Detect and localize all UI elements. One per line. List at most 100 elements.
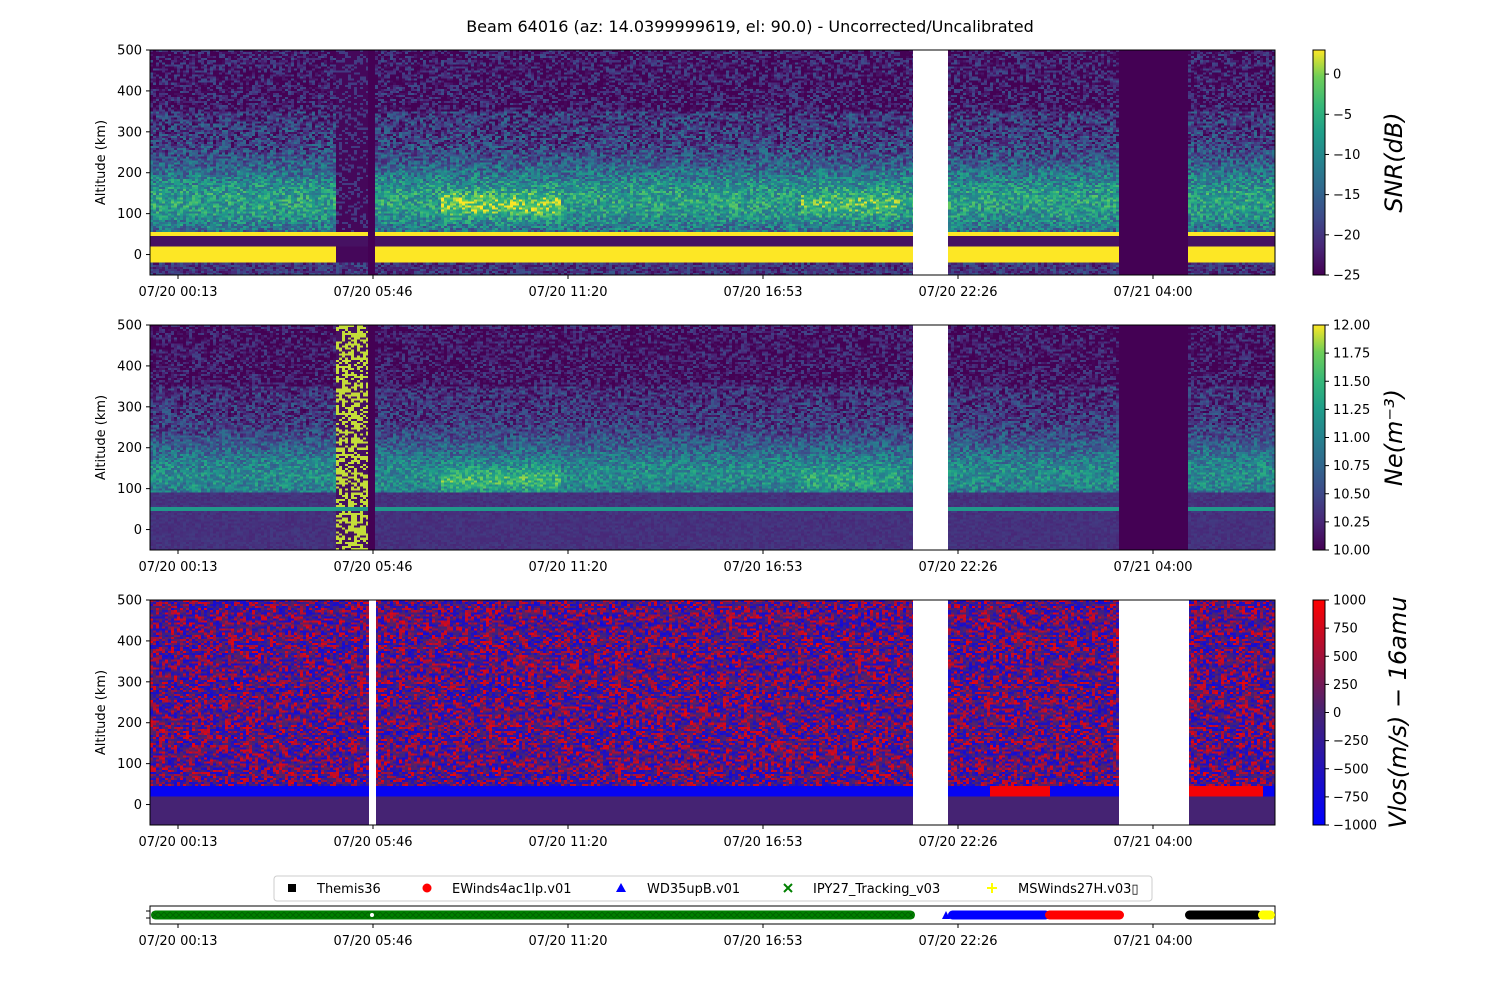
series-ipy27-marker (343, 911, 351, 919)
x-tick-label: 07/20 22:26 (918, 934, 997, 949)
y-tick-label: 500 (117, 44, 142, 59)
data-gap (368, 325, 375, 550)
data-gap (913, 50, 948, 275)
y-tick-label: 500 (117, 594, 142, 609)
legend-marker-triangle (616, 883, 626, 892)
colorbar-tick-label: 0 (1333, 68, 1341, 83)
legend-marker-circle (422, 883, 432, 893)
series-ipy27-marker (541, 911, 549, 919)
colorbar-tick-label: 10.25 (1333, 515, 1370, 530)
series-ipy27-marker (199, 911, 207, 919)
series-ipy27-marker (295, 911, 303, 919)
x-tick-label: 07/20 22:26 (918, 285, 997, 300)
series-ipy27-marker (235, 911, 243, 919)
series-ipy27-marker (607, 911, 615, 919)
series-ipy27-marker (421, 911, 429, 919)
colorbar-tick-label: 1000 (1333, 594, 1366, 609)
series-ipy27-marker (613, 911, 621, 919)
y-tick-label: 0 (134, 798, 142, 813)
legend-marker-plus (987, 883, 997, 893)
legend-label: MSWinds27H.v03▯ (1018, 882, 1139, 897)
series-ipy27-marker (631, 911, 639, 919)
series-ipy27-marker (211, 911, 219, 919)
series-ipy27-marker (619, 911, 627, 919)
y-axis-label: Altitude (km) (94, 670, 109, 755)
series-ipy27-marker (901, 911, 909, 919)
series-ipy27-marker (787, 911, 795, 919)
y-tick-label: 400 (117, 84, 142, 99)
series-ipy27-marker (433, 911, 441, 919)
series-ipy27-marker (835, 911, 843, 919)
series-ipy27-marker (337, 911, 345, 919)
series-ipy27-marker (565, 911, 573, 919)
colorbar-tick-label: 250 (1333, 678, 1358, 693)
series-ipy27-marker (187, 911, 195, 919)
x-tick-label: 07/20 16:53 (723, 835, 802, 850)
colorbar-tick-label: −20 (1333, 228, 1360, 243)
colorbar-tick-label: −10 (1333, 148, 1360, 163)
x-tick-label: 07/20 00:13 (138, 835, 217, 850)
series-ipy27-marker (673, 911, 681, 919)
y-axis-label: Altitude (km) (94, 395, 109, 480)
series-ipy27-marker (829, 911, 837, 919)
colorbar-tick-label: −25 (1333, 269, 1360, 284)
colorbar-label: Ne(m⁻³) (1380, 389, 1408, 486)
x-tick-label: 07/20 16:53 (723, 285, 802, 300)
series-ipy27-marker (811, 911, 819, 919)
series-ipy27-marker (571, 911, 579, 919)
colorbar-tick-label: 12.00 (1333, 319, 1370, 334)
modes-panel: Themis36 EWinds4ac1lp.v01 WD35upB.v01 IPY27… (138, 875, 1276, 949)
colorbar (1312, 599, 1326, 826)
series-ipy27-marker (559, 911, 567, 919)
colorbar-tick-label: −5 (1333, 108, 1352, 123)
axes-frame (149, 49, 1276, 276)
series-ipy27-marker (745, 911, 753, 919)
series-ipy27-marker (589, 911, 597, 919)
series-ipy27-marker (907, 911, 915, 919)
y-tick-label: 300 (117, 125, 142, 140)
series-ipy27-marker (799, 911, 807, 919)
x-tick-label: 07/20 00:13 (138, 934, 217, 949)
series-ipy27-marker (583, 911, 591, 919)
legend-box (273, 875, 1153, 902)
data-gap (913, 325, 948, 550)
heatmap-vlos (150, 600, 1275, 825)
series-ipy27-marker (265, 911, 273, 919)
series-wd35upb-marker (942, 911, 950, 919)
y-tick-label: 100 (117, 482, 142, 497)
legend-marker-square (288, 884, 296, 892)
series-ipy27-marker (325, 911, 333, 919)
y-tick-label: 300 (117, 400, 142, 415)
x-tick-label: 07/21 04:00 (1113, 560, 1192, 575)
series-ipy27-marker (427, 911, 435, 919)
series-ipy27-marker (259, 911, 267, 919)
series-ipy27-marker (817, 911, 825, 919)
series-ipy27-marker (577, 911, 585, 919)
y-tick-label: 0 (134, 523, 142, 538)
series-ipy27-marker (253, 911, 261, 919)
axes-frame (149, 324, 1276, 551)
heatmap-snr (150, 50, 1275, 275)
colorbar-label: SNR(dB) (1380, 112, 1408, 212)
x-tick-label: 07/20 11:20 (528, 835, 607, 850)
series-ipy27-marker (271, 911, 279, 919)
series-ipy27-marker (439, 911, 447, 919)
y-tick-label: 0 (134, 248, 142, 263)
y-tick-label: 400 (117, 634, 142, 649)
series-ipy27-marker (241, 911, 249, 919)
series-ipy27-marker (463, 911, 471, 919)
series-ipy27-marker (373, 911, 381, 919)
series-ipy27-marker (679, 911, 687, 919)
colorbar-tick-label: 11.00 (1333, 431, 1370, 446)
colorbar-tick-label: 11.75 (1333, 347, 1370, 362)
series-ipy27-marker (895, 911, 903, 919)
legend-label: IPY27_Tracking_v03 (813, 882, 940, 897)
series-ipy27-marker (871, 911, 879, 919)
colorbar-tick-label: −250 (1333, 734, 1369, 749)
series-ipy27-marker (451, 911, 459, 919)
colorbar-tick-label: 10.75 (1333, 459, 1370, 474)
series-ipy27-marker (169, 911, 177, 919)
series-mswinds27h (1258, 910, 1275, 920)
series-ipy27-marker (637, 911, 645, 919)
series-ipy27-marker (217, 911, 225, 919)
